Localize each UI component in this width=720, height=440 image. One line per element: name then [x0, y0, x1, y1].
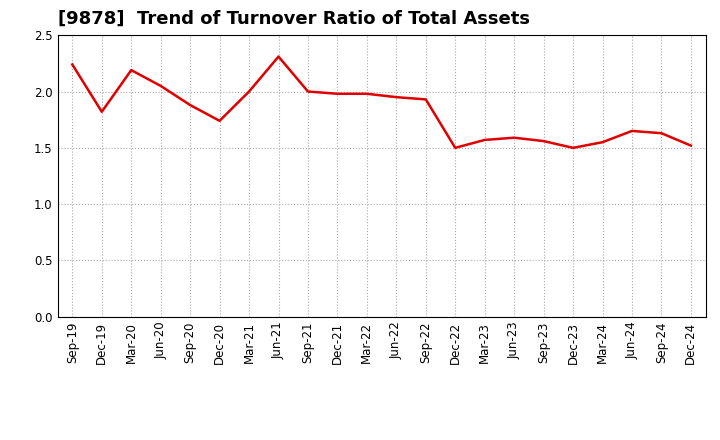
Text: [9878]  Trend of Turnover Ratio of Total Assets: [9878] Trend of Turnover Ratio of Total …: [58, 10, 530, 28]
